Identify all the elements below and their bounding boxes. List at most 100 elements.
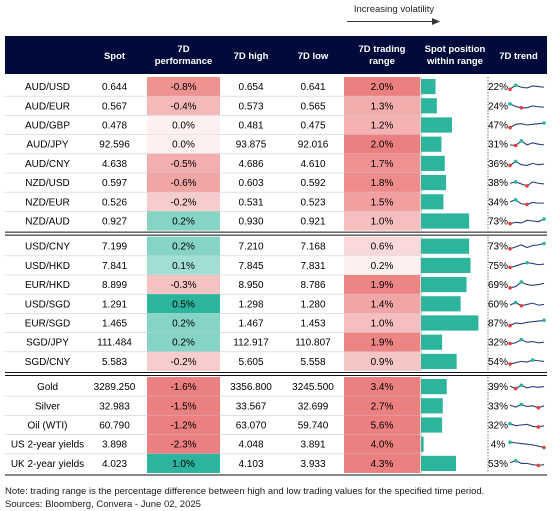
- row-us-2-year-yields-low: 3.891: [300, 440, 325, 451]
- row-sgd-cny-trend-line: [509, 359, 545, 365]
- volatility-label: Increasing volatility: [353, 4, 435, 15]
- row-usd-hkd-perf-cell: [147, 255, 220, 275]
- row-eur-sgd-range: 1.0%: [371, 319, 394, 330]
- row-nzd-eur-trend-high: [513, 198, 518, 202]
- row-oil-wti-low: 59.740: [298, 421, 329, 432]
- row-uk-2-year-yields-perf: 1.0%: [172, 459, 195, 470]
- row-nzd-usd-spot: 0.597: [102, 178, 127, 189]
- row-aud-usd-range: 2.0%: [371, 82, 394, 93]
- row-aud-eur-trend-line: [509, 103, 545, 109]
- row-sgd-cny-position-label: 54%: [488, 357, 508, 368]
- row-aud-usd-trend-low: [508, 87, 512, 92]
- row-nzd-usd-range: 1.8%: [371, 178, 394, 189]
- row-us-2-year-yields-trend-line: [509, 441, 545, 449]
- row-aud-gbp-trend-low: [508, 125, 512, 130]
- row-gold-trend-high: [519, 383, 524, 388]
- row-nzd-eur-perf-cell: [147, 192, 220, 212]
- row-aud-gbp-position-label: 47%: [488, 121, 508, 132]
- row-aud-cny-position-label: 36%: [488, 159, 508, 170]
- row-aud-cny-label: AUD/CNY: [25, 159, 70, 170]
- row-nzd-aud-position-label: 73%: [488, 217, 508, 228]
- row-aud-eur-perf-cell: [147, 96, 220, 116]
- row-nzd-usd-low: 0.592: [300, 178, 325, 189]
- row-aud-eur-high: 0.573: [238, 101, 263, 112]
- row-aud-jpy-spot: 92.596: [99, 140, 130, 151]
- row-oil-wti-spot: 60.790: [99, 421, 130, 432]
- row-uk-2-year-yields-label: UK 2-year yields: [11, 459, 84, 470]
- row-silver-spot: 32.983: [99, 401, 130, 412]
- row-sgd-cny-perf-cell: [147, 351, 220, 371]
- row-usd-sgd-range: 1.4%: [371, 299, 394, 310]
- footnote-range: Note: trading range is the percentage di…: [5, 486, 485, 497]
- row-sgd-jpy-trend-high: [519, 337, 524, 342]
- row-silver-position-bar: [421, 398, 443, 414]
- row-nzd-aud-trend-low: [508, 221, 512, 226]
- row-gold-perf: -1.6%: [170, 382, 196, 393]
- row-uk-2-year-yields-position-label: 53%: [488, 459, 508, 470]
- row-usd-hkd-perf: 0.1%: [172, 261, 195, 272]
- row-nzd-eur-position-bar: [421, 194, 444, 210]
- row-oil-wti-trend-low: [536, 425, 541, 429]
- row-nzd-aud-position-bar: [421, 213, 470, 229]
- row-nzd-eur-range: 1.5%: [371, 197, 394, 208]
- row-nzd-usd-label: NZD/USD: [25, 178, 69, 189]
- row-us-2-year-yields-position-label: 4%: [491, 440, 506, 451]
- row-aud-cny-range-cell: [344, 153, 420, 173]
- row-us-2-year-yields-range-cell: [344, 434, 420, 454]
- row-nzd-usd-range-cell: [344, 173, 420, 193]
- volatility-arrow: [347, 18, 440, 25]
- row-sgd-jpy-spot: 111.484: [97, 338, 132, 349]
- row-eur-hkd-low: 8.786: [300, 280, 325, 291]
- row-nzd-eur-high: 0.531: [238, 197, 263, 208]
- row-silver-trend-high: [519, 402, 524, 407]
- row-nzd-eur-range-cell: [344, 192, 420, 212]
- row-usd-hkd-high: 7.845: [238, 261, 263, 272]
- footnote-sources: Sources: Bloomberg, Convera - June 02, 2…: [5, 499, 201, 510]
- row-usd-cny-label: USD/CNY: [25, 242, 70, 253]
- row-aud-eur-label: AUD/EUR: [25, 101, 70, 112]
- row-silver-trend-low: [536, 405, 541, 410]
- row-sgd-jpy-label: SGD/JPY: [26, 338, 69, 349]
- row-gold-high: 3356.800: [230, 382, 272, 393]
- row-nzd-aud-label: NZD/AUD: [25, 217, 69, 228]
- volatility-indicator: Increasing volatility: [346, 4, 442, 26]
- row-gold-position-bar: [421, 379, 447, 395]
- row-uk-2-year-yields-trend-high: [513, 458, 518, 463]
- row-nzd-eur-spot: 0.526: [102, 197, 127, 208]
- row-nzd-aud-low: 0.921: [300, 217, 325, 228]
- row-sgd-cny-range: 0.9%: [371, 357, 394, 368]
- row-aud-eur-range: 1.3%: [371, 101, 394, 112]
- row-nzd-usd-perf-cell: [147, 173, 220, 193]
- row-aud-cny-low: 4.610: [300, 159, 325, 170]
- row-oil-wti-range-cell: [344, 415, 420, 435]
- row-silver-position-label: 33%: [488, 401, 508, 412]
- row-eur-hkd-label: EUR/HKD: [25, 280, 70, 291]
- row-usd-cny-high: 7.210: [238, 242, 263, 253]
- row-aud-jpy-perf-cell: [147, 134, 220, 154]
- row-aud-usd-position-label: 22%: [488, 82, 508, 93]
- row-oil-wti-high: 63.070: [236, 421, 267, 432]
- row-sgd-cny-trend-low: [508, 362, 512, 366]
- header-7d-low: 7D low: [298, 51, 329, 62]
- row-aud-jpy-high: 93.875: [236, 140, 267, 151]
- row-nzd-aud-high: 0.930: [238, 217, 263, 228]
- header-spot: Spot: [104, 51, 126, 62]
- row-sgd-jpy-high: 112.917: [233, 338, 269, 349]
- row-aud-usd-low: 0.641: [300, 82, 325, 93]
- row-eur-sgd-trend-low: [508, 323, 512, 328]
- row-usd-sgd-perf-cell: [147, 294, 220, 314]
- row-nzd-usd-perf: -0.6%: [170, 178, 196, 189]
- row-aud-cny-high: 4.686: [238, 159, 263, 170]
- row-aud-gbp-spot: 0.478: [102, 121, 127, 132]
- row-usd-cny-range: 0.6%: [371, 242, 394, 253]
- row-aud-usd-perf: -0.8%: [170, 82, 196, 93]
- row-sgd-cny-spot: 5.583: [102, 357, 127, 368]
- row-eur-hkd-spot: 8.899: [102, 280, 127, 291]
- row-aud-usd-high: 0.654: [238, 82, 263, 93]
- row-sgd-jpy-position-label: 32%: [488, 338, 508, 349]
- row-aud-cny-spot: 4.638: [102, 159, 127, 170]
- row-usd-cny-position-label: 73%: [488, 242, 508, 253]
- row-us-2-year-yields-perf-cell: [147, 434, 220, 454]
- row-usd-sgd-spot: 1.291: [102, 299, 127, 310]
- row-eur-sgd-spot: 1.465: [102, 319, 127, 330]
